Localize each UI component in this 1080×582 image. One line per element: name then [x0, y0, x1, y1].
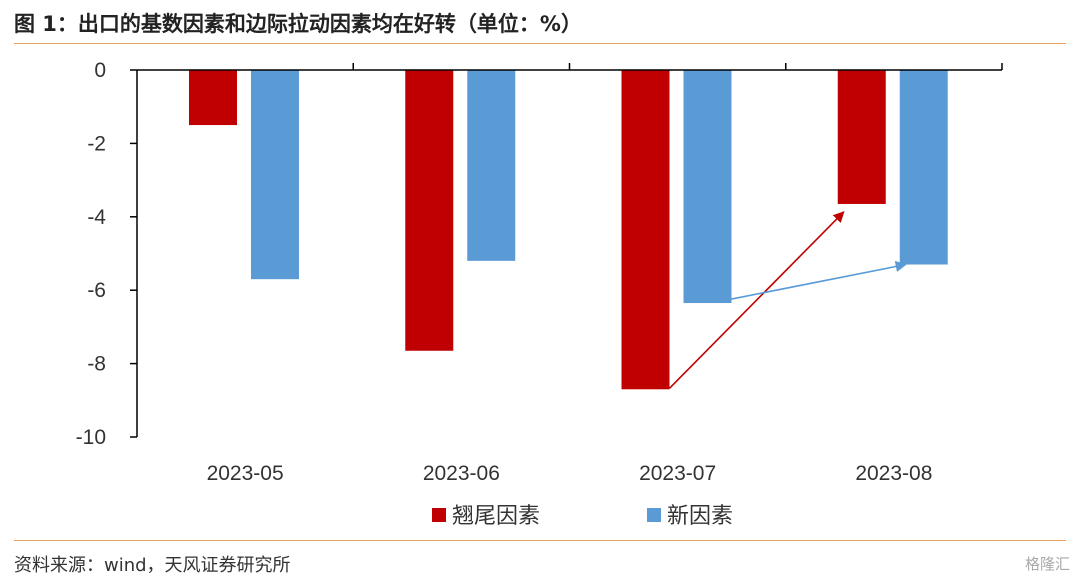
legend-label-2: 新因素: [667, 504, 733, 529]
legend-swatch-2: [647, 508, 661, 522]
legend: 翘尾因素 新因素: [432, 504, 733, 529]
bar-1-2023-06: [405, 70, 454, 351]
arrow-blue: [731, 260, 907, 300]
footer-divider: [14, 540, 1066, 541]
legend-swatch-1: [432, 508, 446, 522]
annotation-arrows: [668, 211, 907, 389]
y-tick-label: -6: [87, 279, 106, 302]
bars-layer: [189, 70, 948, 390]
y-tick-label: -10: [76, 426, 106, 449]
bar-1-2023-05: [189, 70, 237, 126]
x-tick-label: 2023-05: [207, 462, 284, 485]
bar-2-2023-08: [899, 70, 948, 265]
axes-layer: 0 -2 -4 -6 -8 -10 2023-05 2023-06 2023-07 2023-08: [76, 59, 1003, 485]
x-tick-label: 2023-07: [639, 462, 716, 485]
bar-2-2023-05: [251, 70, 299, 280]
bar-2-2023-07: [683, 70, 732, 304]
watermark-logo: 格隆汇: [1024, 555, 1070, 573]
bar-1-2023-08: [837, 70, 886, 204]
x-tick-label: 2023-06: [423, 462, 500, 485]
legend-label-1: 翘尾因素: [452, 504, 540, 529]
y-tick-label: -8: [87, 353, 106, 376]
y-tick-label: 0: [94, 59, 106, 82]
y-tick-label: -2: [87, 132, 106, 155]
title-divider: [14, 43, 1066, 44]
chart-title: 图 1：出口的基数因素和边际拉动因素均在好转（单位：%）: [14, 12, 582, 36]
arrow-red: [668, 211, 845, 389]
bar-1-2023-07: [621, 70, 670, 390]
y-tick-label: -4: [87, 206, 106, 229]
x-tick-label: 2023-08: [855, 462, 932, 485]
bar-2-2023-06: [467, 70, 516, 261]
bar-chart: 0 -2 -4 -6 -8 -10 2023-05 2023-06 2023-07 2023-08…: [76, 59, 1003, 529]
source-note: 资料来源：wind，天风证券研究所: [14, 555, 291, 576]
